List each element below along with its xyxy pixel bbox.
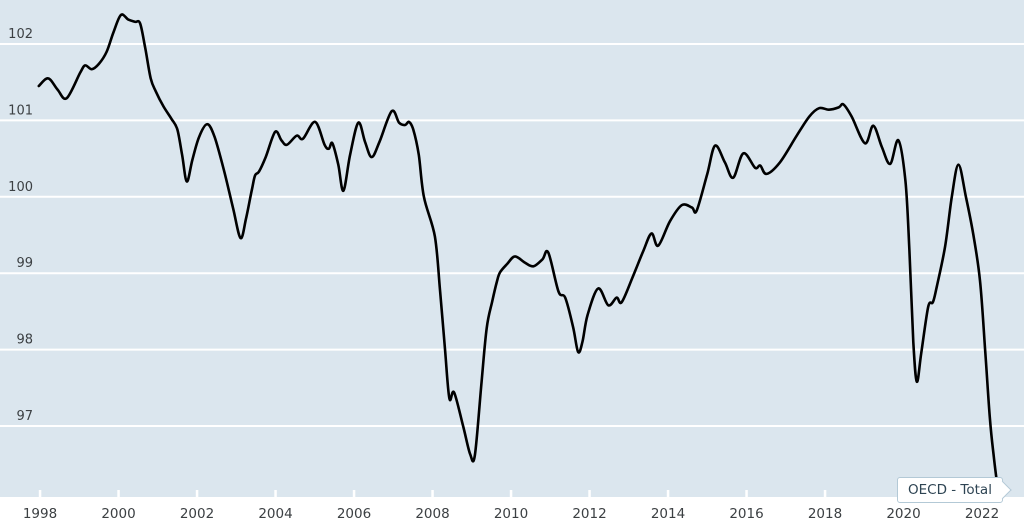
plot-area xyxy=(0,0,1024,497)
x-axis-label-2012: 2012 xyxy=(572,506,606,522)
x-tick-1998 xyxy=(38,490,42,497)
x-axis-label-2018: 2018 xyxy=(808,506,842,522)
y-axis-label-100: 100 xyxy=(8,180,33,195)
x-tick-2000 xyxy=(117,490,120,497)
x-tick-2014 xyxy=(666,490,670,497)
x-axis-label-1998: 1998 xyxy=(23,506,57,522)
x-tick-2006 xyxy=(352,490,356,497)
x-tick-2016 xyxy=(745,490,748,497)
x-axis-label-2010: 2010 xyxy=(494,506,528,522)
x-axis-label-2008: 2008 xyxy=(415,506,449,522)
y-axis-label-99: 99 xyxy=(16,256,33,271)
series-label: OECD - Total xyxy=(908,482,992,498)
x-tick-2018 xyxy=(823,490,827,497)
x-tick-2004 xyxy=(274,490,277,497)
x-tick-2008 xyxy=(431,490,434,497)
x-tick-2012 xyxy=(588,490,591,497)
x-axis-label-2020: 2020 xyxy=(886,506,920,522)
x-axis-label-2004: 2004 xyxy=(258,506,292,522)
x-tick-2002 xyxy=(195,490,199,497)
x-tick-2010 xyxy=(509,490,513,497)
y-axis-label-101: 101 xyxy=(8,103,33,118)
x-axis-label-2000: 2000 xyxy=(101,506,135,522)
x-axis-label-2014: 2014 xyxy=(651,506,685,522)
y-axis-label-97: 97 xyxy=(16,409,33,424)
y-axis-label-98: 98 xyxy=(16,333,33,348)
y-axis-label-102: 102 xyxy=(8,27,33,42)
series-label-callout: OECD - Total xyxy=(897,477,1012,503)
x-axis-label-2016: 2016 xyxy=(729,506,763,522)
x-axis-label-2002: 2002 xyxy=(180,506,214,522)
x-axis-label-2022: 2022 xyxy=(965,506,999,522)
series-line-oecd-total xyxy=(37,13,1000,493)
x-axis-label-2006: 2006 xyxy=(337,506,371,522)
